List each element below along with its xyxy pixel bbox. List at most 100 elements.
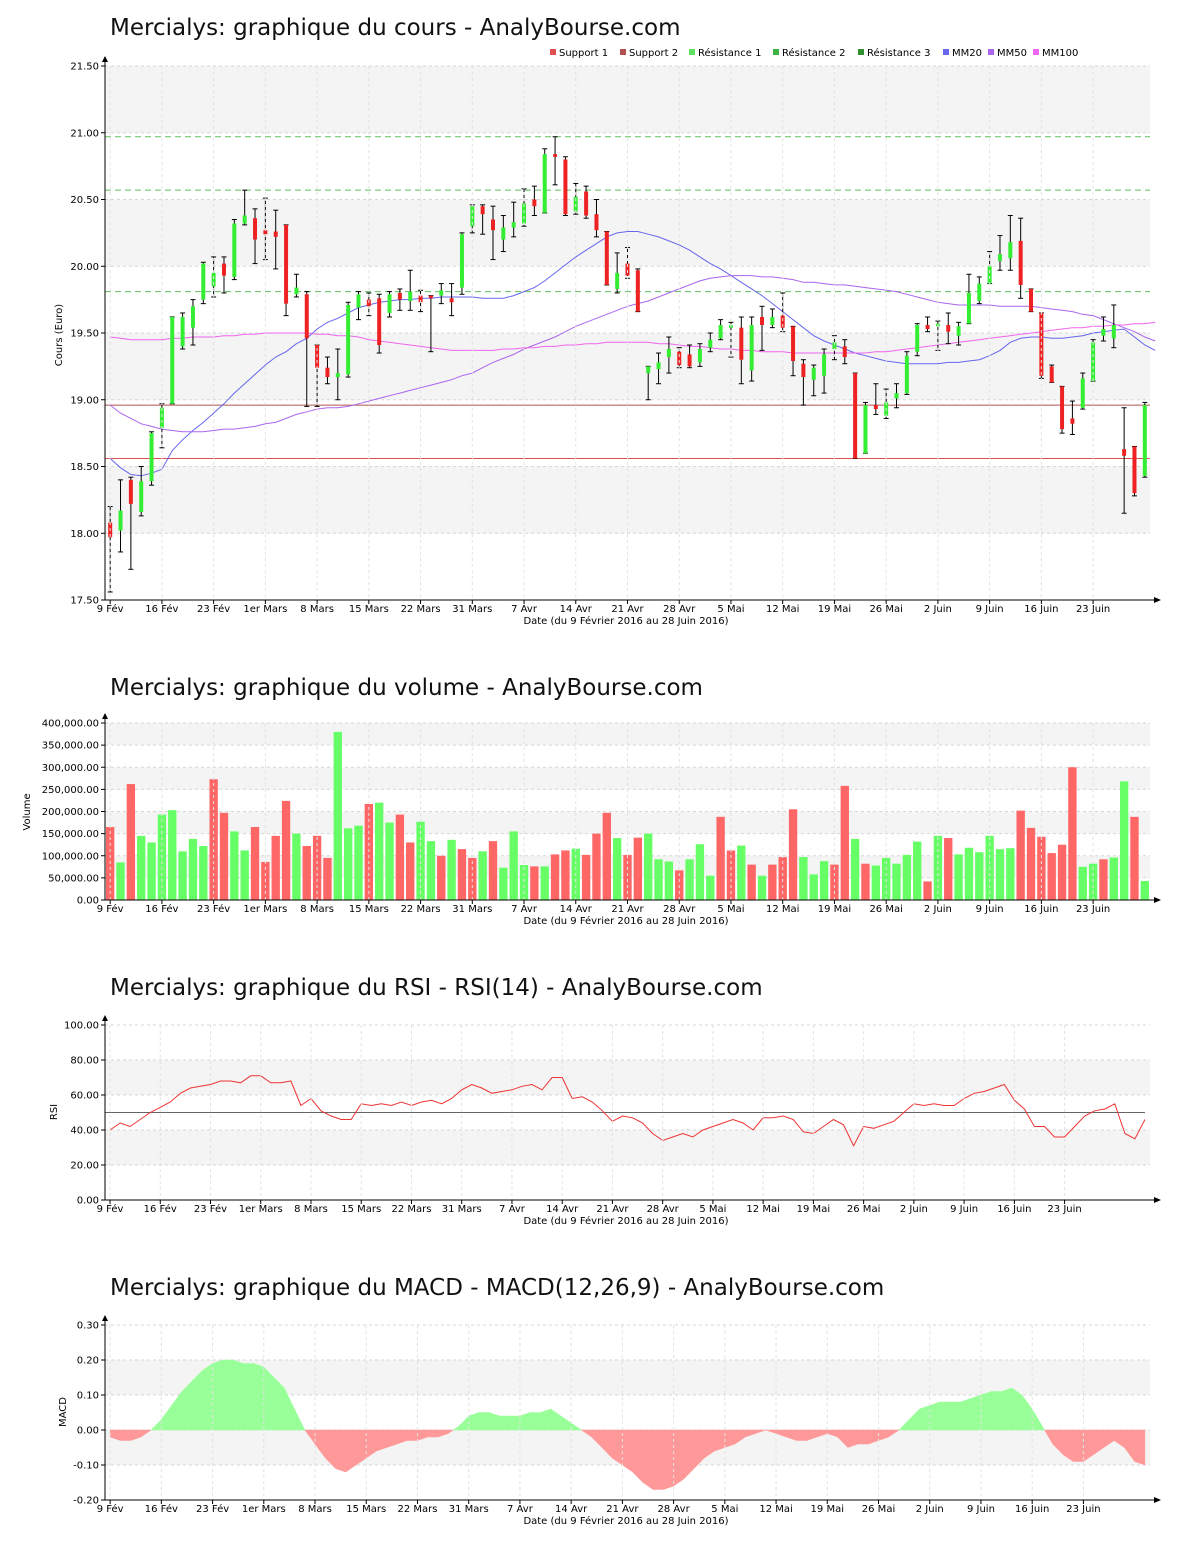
- volume-bar: [250, 826, 260, 900]
- candle-body: [201, 263, 206, 300]
- volume-bar: [519, 865, 529, 900]
- volume-bar: [892, 863, 901, 900]
- volume-bar: [1057, 844, 1067, 900]
- candle-body: [749, 324, 754, 371]
- macd-x-tick-label: 16 Fév: [145, 1503, 178, 1515]
- rsi-y-tick-label: 80.00: [70, 1056, 99, 1067]
- candle: [593, 199, 599, 238]
- candle-body: [522, 203, 527, 224]
- volume-bar: [923, 881, 932, 900]
- macd-x-tick-label: 22 Mars: [397, 1504, 437, 1515]
- macd-area-positive: [499, 1415, 510, 1431]
- candle-body: [459, 234, 464, 288]
- candle: [1080, 372, 1086, 410]
- price-x-tick-label: 15 Mars: [349, 604, 389, 615]
- macd-x-tick-label: 21 Avr: [606, 1504, 639, 1515]
- price-x-tick-label: 16 Juin: [1024, 604, 1058, 615]
- rsi-x-tick-label: 19 Mai: [797, 1204, 830, 1215]
- macd-x-tick-label: 16 Juin: [1015, 1504, 1049, 1515]
- macd-x-tick-label: 31 Mars: [449, 1504, 489, 1515]
- volume-x-tick-label: 1er Mars: [243, 904, 287, 915]
- volume-bar: [654, 859, 663, 900]
- volume-bar: [633, 837, 643, 900]
- candle: [862, 401, 868, 454]
- candle: [480, 204, 486, 235]
- macd-area-positive: [253, 1363, 265, 1431]
- candle: [1007, 215, 1013, 271]
- candle-body: [377, 298, 382, 346]
- volume-bar: [406, 842, 415, 900]
- macd-area-negative: [406, 1429, 418, 1441]
- legend-label: Support 1: [559, 48, 608, 59]
- candle-body: [221, 263, 226, 276]
- candle-body: [584, 191, 589, 216]
- price-x-tick-label: 9 Fév: [97, 603, 124, 615]
- volume-bar: [737, 845, 746, 900]
- candle-body: [1018, 240, 1023, 285]
- candle-body: [977, 283, 982, 301]
- rsi-x-tick-label: 9 Juin: [950, 1204, 978, 1215]
- legend-label: MM20: [952, 48, 982, 59]
- volume-bar: [168, 810, 177, 900]
- candle-body: [739, 327, 744, 360]
- volume-bar: [602, 812, 611, 900]
- candle: [273, 209, 279, 270]
- macd-x-tick-label: 7 Avr: [507, 1504, 534, 1515]
- price-y-tick-label: 18.00: [70, 529, 99, 540]
- volume-bar: [457, 849, 467, 900]
- macd-area-positive: [1011, 1387, 1023, 1431]
- rsi-y-tick-label: 40.00: [70, 1126, 99, 1137]
- volume-bar: [271, 835, 280, 900]
- rsi-x-tick-label: 2 Juin: [900, 1204, 928, 1215]
- candle: [138, 466, 144, 517]
- candle: [821, 348, 827, 394]
- volume-bar: [830, 864, 839, 900]
- macd-area-positive: [202, 1363, 213, 1431]
- macd-area-positive: [263, 1366, 275, 1431]
- candle-body: [656, 362, 661, 370]
- candle-body: [987, 266, 992, 284]
- volume-bar: [530, 866, 539, 900]
- macd-area-positive: [529, 1412, 541, 1431]
- macd-area-negative: [335, 1429, 347, 1473]
- price-y-tick-label: 21.50: [70, 62, 99, 73]
- volume-bar: [561, 850, 570, 900]
- legend-item: Support 1: [550, 48, 608, 59]
- candle-body: [822, 354, 827, 376]
- volume-x-tick-label: 12 Mai: [766, 904, 799, 915]
- candle-body: [604, 231, 609, 285]
- legend-swatch: [988, 49, 994, 55]
- rsi-x-tick-label: 7 Avr: [499, 1204, 526, 1215]
- volume-bar: [375, 802, 384, 900]
- candle: [1049, 364, 1055, 383]
- macd-area-negative: [376, 1429, 387, 1452]
- rsi-grid-band: [105, 1060, 1150, 1095]
- volume-bar: [509, 831, 518, 900]
- candle: [1142, 401, 1148, 478]
- price-y-axis-label: Cours (Euro): [54, 304, 65, 367]
- candle-body: [408, 291, 413, 301]
- macd-area-positive: [570, 1422, 583, 1431]
- volume-bar: [550, 854, 560, 900]
- candle-body: [915, 324, 920, 352]
- rsi-chart-title: Mercialys: graphique du RSI - RSI(14) - …: [110, 975, 763, 1001]
- candle-body: [118, 510, 123, 531]
- macd-area-negative: [345, 1429, 357, 1473]
- candle: [604, 231, 610, 286]
- candle: [252, 208, 258, 265]
- price-y-tick-label: 20.50: [70, 195, 99, 206]
- rsi-x-tick-label: 5 Mai: [699, 1204, 726, 1215]
- candle-body: [791, 326, 796, 362]
- rsi-x-tick-label: 23 Fév: [194, 1203, 227, 1215]
- rsi-x-tick-label: 8 Mars: [294, 1204, 328, 1215]
- rsi-x-tick-label: 31 Mars: [442, 1204, 482, 1215]
- volume-bar: [1099, 859, 1108, 900]
- rsi-x-tick-label: 26 Mai: [847, 1204, 880, 1215]
- macd-y-tick-label: 0.00: [77, 1426, 99, 1437]
- candle: [1059, 385, 1065, 434]
- macd-x-tick-label: 5 Mai: [711, 1504, 738, 1515]
- volume-bar: [819, 861, 829, 900]
- candle: [738, 316, 744, 385]
- macd-area-negative: [140, 1429, 152, 1438]
- legend-swatch: [620, 49, 626, 55]
